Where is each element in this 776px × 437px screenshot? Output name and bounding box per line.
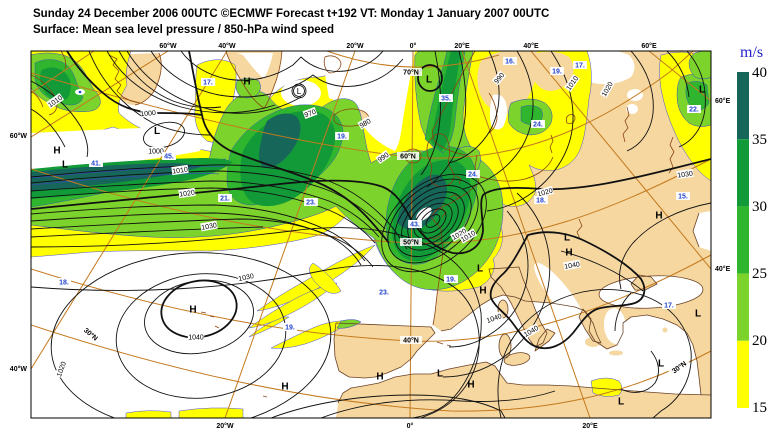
svg-text:21.: 21. xyxy=(220,196,230,203)
svg-text:16.: 16. xyxy=(505,59,515,66)
svg-text:18.: 18. xyxy=(59,280,69,287)
svg-text:24.: 24. xyxy=(468,172,478,179)
svg-text:1000: 1000 xyxy=(148,149,164,156)
svg-text:20: 20 xyxy=(752,333,767,349)
svg-text:0°: 0° xyxy=(407,422,414,430)
svg-text:1030: 1030 xyxy=(238,273,255,283)
svg-text:1040: 1040 xyxy=(564,261,581,271)
svg-text:0°: 0° xyxy=(410,42,417,50)
svg-text:40°E: 40°E xyxy=(715,265,731,273)
svg-text:1030: 1030 xyxy=(201,222,218,232)
svg-text:H: H xyxy=(376,372,383,383)
svg-text:20°W: 20°W xyxy=(216,422,234,430)
svg-text:19.: 19. xyxy=(446,277,456,284)
svg-text:20°E: 20°E xyxy=(582,422,598,430)
svg-text:L: L xyxy=(426,75,432,86)
svg-text:L: L xyxy=(437,369,443,380)
svg-text:40°W: 40°W xyxy=(10,365,28,373)
svg-text:40: 40 xyxy=(752,65,767,81)
svg-text:L: L xyxy=(297,87,302,96)
svg-text:43.: 43. xyxy=(410,222,420,229)
svg-text:970: 970 xyxy=(304,109,317,120)
svg-text:17.: 17. xyxy=(203,80,213,87)
svg-text:L: L xyxy=(564,233,570,244)
svg-text:70°N: 70°N xyxy=(403,69,419,77)
svg-text:60°E: 60°E xyxy=(715,97,731,105)
svg-text:35.: 35. xyxy=(441,96,451,103)
svg-text:17.: 17. xyxy=(664,303,674,310)
svg-text:60°N: 60°N xyxy=(400,153,416,161)
svg-text:Surface: Mean sea level pressu: Surface: Mean sea level pressure / 850-h… xyxy=(33,24,334,36)
svg-text:23.: 23. xyxy=(306,200,316,207)
svg-text:19.: 19. xyxy=(552,69,562,76)
svg-text:23.: 23. xyxy=(379,290,389,297)
svg-text:40°E: 40°E xyxy=(523,42,539,50)
svg-text:20°W: 20°W xyxy=(346,42,364,50)
svg-text:60°E: 60°E xyxy=(641,42,657,50)
svg-text:1020: 1020 xyxy=(56,361,68,378)
svg-text:40°N: 40°N xyxy=(403,337,419,345)
svg-text:15.: 15. xyxy=(678,194,688,201)
svg-text:L: L xyxy=(62,160,68,171)
svg-text:60°W: 60°W xyxy=(159,42,177,50)
svg-text:980: 980 xyxy=(359,118,373,130)
svg-text:1040: 1040 xyxy=(486,313,503,325)
svg-text:30: 30 xyxy=(752,199,767,215)
svg-text:17.: 17. xyxy=(575,63,585,70)
svg-text:H: H xyxy=(565,248,572,259)
svg-text:1020: 1020 xyxy=(179,190,196,199)
svg-text:L: L xyxy=(154,126,160,137)
svg-text:19.: 19. xyxy=(337,134,347,141)
svg-text:L: L xyxy=(658,359,664,370)
svg-text:H: H xyxy=(467,380,474,391)
svg-text:50°N: 50°N xyxy=(403,239,419,247)
svg-text:L: L xyxy=(699,85,705,96)
svg-text:24.: 24. xyxy=(533,122,543,129)
svg-text:35: 35 xyxy=(752,132,767,148)
svg-text:1000: 1000 xyxy=(140,110,156,118)
svg-text:1030: 1030 xyxy=(677,171,694,180)
svg-text:18.: 18. xyxy=(536,198,546,205)
svg-text:15: 15 xyxy=(752,400,767,416)
svg-text:L: L xyxy=(695,309,701,320)
svg-text:19.: 19. xyxy=(285,325,295,332)
svg-text:41.: 41. xyxy=(91,161,101,168)
svg-text:H: H xyxy=(53,146,60,157)
svg-text:L: L xyxy=(618,397,624,408)
svg-text:22.: 22. xyxy=(689,107,699,114)
svg-text:20°E: 20°E xyxy=(454,42,470,50)
svg-text:L: L xyxy=(477,264,483,275)
svg-text:1040: 1040 xyxy=(188,335,204,342)
svg-text:H: H xyxy=(243,77,250,88)
svg-text:25: 25 xyxy=(752,266,767,282)
svg-text:1020: 1020 xyxy=(537,188,554,199)
svg-text:1010: 1010 xyxy=(172,167,189,176)
svg-text:H: H xyxy=(479,286,486,297)
svg-text:H: H xyxy=(189,305,196,316)
svg-text:H: H xyxy=(655,211,662,222)
svg-text:60°W: 60°W xyxy=(10,132,28,140)
svg-text:45.: 45. xyxy=(164,154,174,161)
svg-text:m/s: m/s xyxy=(740,44,763,61)
svg-text:H: H xyxy=(281,382,288,393)
svg-text:40°W: 40°W xyxy=(218,42,236,50)
svg-text:Sunday 24 December 2006 00UTC: Sunday 24 December 2006 00UTC ©ECMWF For… xyxy=(33,8,549,20)
